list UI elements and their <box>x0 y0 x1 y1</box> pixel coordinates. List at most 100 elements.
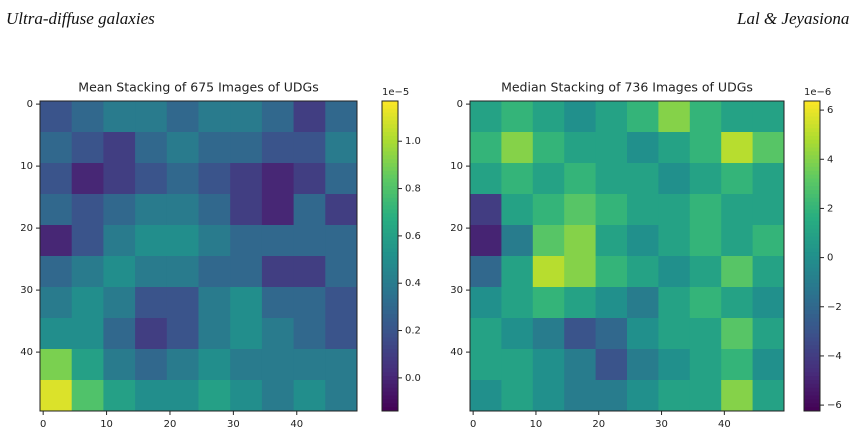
heatmap-cell <box>166 101 199 133</box>
heatmap-cell <box>689 194 722 226</box>
colorbar-band <box>804 194 820 199</box>
heatmap-cell <box>564 163 597 195</box>
heatmap-cell <box>325 225 358 257</box>
heatmap-cell <box>721 318 754 350</box>
colorbar-band <box>382 101 398 106</box>
colorbar-band <box>382 364 398 369</box>
heatmap-cell <box>71 318 104 350</box>
heatmap-cell <box>532 101 565 133</box>
heatmap-cell <box>293 132 326 164</box>
colorbar-band <box>382 147 398 152</box>
colorbar-band <box>382 170 398 176</box>
colorbar-tick-label: −6 <box>827 400 842 411</box>
heatmap-cell <box>721 256 754 288</box>
heatmap-cell <box>293 380 326 412</box>
colorbar-band <box>804 310 820 315</box>
colorbar-band <box>804 170 820 176</box>
heatmap-cell <box>198 380 231 412</box>
colorbar-band <box>804 217 820 222</box>
heatmap-cell <box>325 132 358 164</box>
heatmap-cell <box>103 194 136 226</box>
heatmap-cell <box>166 380 199 412</box>
heatmap-cell <box>532 194 565 226</box>
colorbar-band <box>804 314 820 319</box>
colorbar-band <box>382 217 398 222</box>
heatmap-cell <box>564 318 597 350</box>
colorbar-band <box>804 275 820 280</box>
colorbar-band <box>382 310 398 315</box>
colorbar-band <box>804 287 820 292</box>
colorbar-tick-label: 0.8 <box>405 184 421 195</box>
heatmap-cell <box>689 349 722 381</box>
heatmap-cell <box>71 194 104 226</box>
colorbar-band <box>382 182 398 187</box>
heatmap-cell <box>627 287 659 319</box>
colorbar-band <box>804 279 820 284</box>
heatmap-cell <box>564 256 597 288</box>
heatmap-cell <box>721 194 754 226</box>
colorbar-band <box>382 124 398 129</box>
heatmap-cell <box>166 287 199 319</box>
x-tick-label: 20 <box>164 419 177 430</box>
heatmap-cell <box>501 380 534 412</box>
heatmap-cell <box>595 380 628 412</box>
colorbar-band <box>382 259 398 265</box>
heatmap-cell <box>325 287 358 319</box>
colorbar-band <box>804 151 820 156</box>
heatmap-cell <box>595 225 628 257</box>
colorbar-band <box>382 403 398 408</box>
colorbar-band <box>804 174 820 179</box>
heatmap-cell <box>501 349 534 381</box>
colorbar-band <box>382 232 398 238</box>
heatmap-cell <box>325 101 358 133</box>
colorbar-band <box>804 116 820 121</box>
heatmap-cell <box>470 318 502 350</box>
colorbar-frame <box>381 100 399 412</box>
heatmap-cell <box>135 132 168 164</box>
heatmap-cell <box>230 101 263 133</box>
colorbar-band <box>804 333 820 338</box>
colorbar-band <box>804 209 820 214</box>
heatmap-cell <box>198 101 231 133</box>
heatmap-cell <box>325 318 358 350</box>
colorbar-tick-label: 0.0 <box>405 373 421 384</box>
colorbar-band <box>382 321 398 327</box>
colorbar-band <box>804 399 820 404</box>
colorbar-band <box>382 325 398 331</box>
colorbar-band <box>804 190 820 195</box>
colorbar-band <box>804 321 820 327</box>
heatmap-cell <box>595 132 628 164</box>
colorbar-band <box>804 213 820 218</box>
colorbar-band <box>382 287 398 292</box>
colorbar-band <box>804 306 820 311</box>
colorbar-band <box>804 290 820 296</box>
colorbar-band <box>804 263 820 269</box>
heatmap-cell <box>658 256 691 288</box>
heatmap-cell <box>230 380 263 412</box>
colorbar-band <box>382 205 398 210</box>
heatmap-cell <box>658 287 691 319</box>
heatmap-cell <box>166 194 199 226</box>
y-tick-label: 20 <box>20 223 33 234</box>
heatmap-cell <box>532 132 565 164</box>
colorbar-band <box>804 205 820 210</box>
colorbar-band <box>804 337 820 342</box>
colorbar-band <box>382 186 398 191</box>
colorbar-band <box>382 112 398 117</box>
heatmap-cell <box>595 349 628 381</box>
heatmap-cell <box>293 256 326 288</box>
heatmap-cell <box>689 256 722 288</box>
x-tick-label: 40 <box>290 419 303 430</box>
colorbar-band <box>382 236 398 241</box>
colorbar-band <box>382 360 398 365</box>
colorbar-band <box>804 259 820 265</box>
colorbar-band <box>804 135 820 141</box>
colorbar-band <box>804 380 820 385</box>
colorbar-band <box>382 116 398 121</box>
colorbar-band <box>382 139 398 145</box>
heatmap-cell <box>689 380 722 412</box>
y-tick-label: 40 <box>450 347 463 358</box>
heatmap-cell <box>627 380 659 412</box>
heatmap-cell <box>627 194 659 226</box>
heatmap-cell <box>325 163 358 195</box>
